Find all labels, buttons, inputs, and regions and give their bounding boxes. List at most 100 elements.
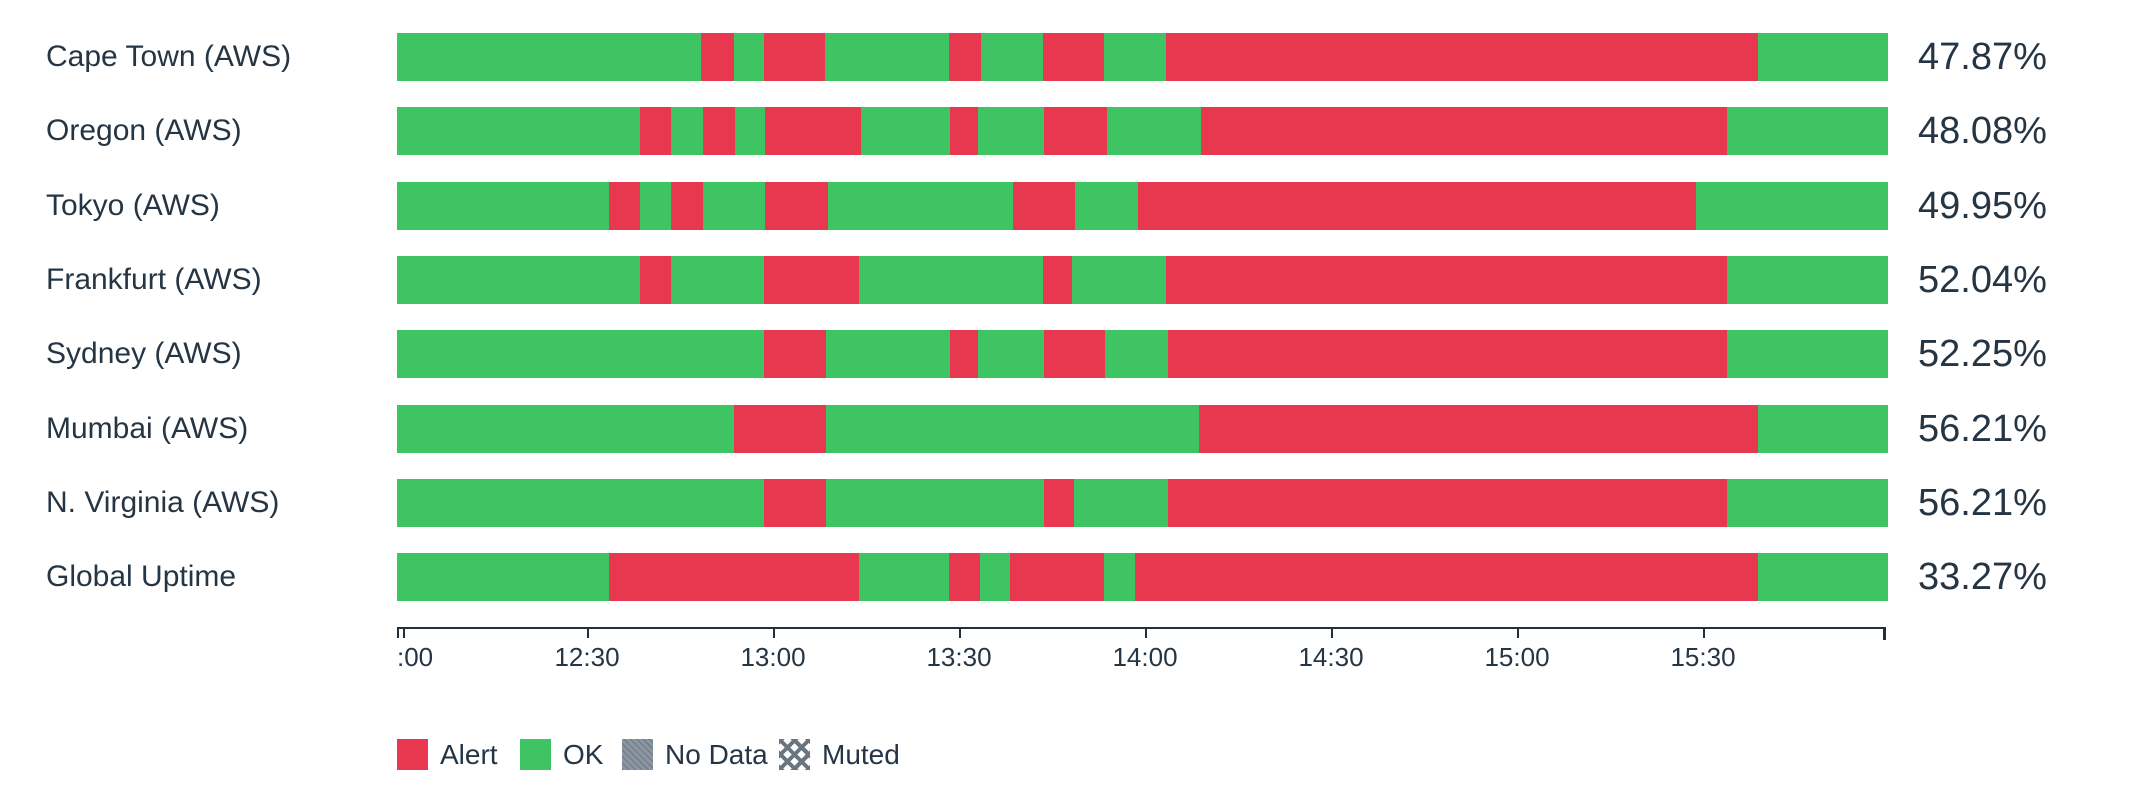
axis-tick-label: 15:30: [1670, 642, 1736, 672]
axis-tick: [773, 627, 775, 638]
status-segment-ok[interactable]: [1758, 553, 1888, 601]
status-segment-ok[interactable]: [978, 330, 1045, 378]
axis-tick: [959, 627, 961, 638]
status-segment-ok[interactable]: [671, 107, 703, 155]
status-segment-alert[interactable]: [1167, 330, 1727, 378]
status-segment-alert[interactable]: [765, 107, 861, 155]
status-segment-alert[interactable]: [640, 107, 672, 155]
status-segment-alert[interactable]: [1009, 553, 1104, 601]
uptime-value: 48.08%: [1918, 109, 2047, 152]
status-bar[interactable]: [397, 553, 1888, 601]
status-segment-alert[interactable]: [608, 182, 641, 230]
uptime-value: 52.04%: [1918, 258, 2047, 301]
status-segment-ok[interactable]: [1726, 107, 1888, 155]
legend-swatch-alert-icon: [397, 739, 428, 770]
status-segment-ok[interactable]: [1075, 182, 1138, 230]
status-bar[interactable]: [397, 182, 1888, 230]
status-segment-ok[interactable]: [1073, 479, 1168, 527]
status-segment-ok[interactable]: [1105, 330, 1168, 378]
status-segment-ok[interactable]: [979, 553, 1010, 601]
status-segment-alert[interactable]: [702, 107, 736, 155]
status-segment-alert[interactable]: [1137, 182, 1696, 230]
status-segment-ok[interactable]: [671, 256, 764, 304]
status-segment-ok[interactable]: [826, 330, 951, 378]
status-segment-ok[interactable]: [1726, 256, 1888, 304]
status-segment-alert[interactable]: [1012, 182, 1076, 230]
status-segment-ok[interactable]: [824, 33, 949, 81]
status-segment-alert[interactable]: [763, 33, 825, 81]
status-segment-ok[interactable]: [859, 553, 949, 601]
legend-label: Muted: [822, 738, 900, 770]
status-bar[interactable]: [397, 107, 1888, 155]
status-segment-ok[interactable]: [1758, 405, 1888, 453]
status-bar[interactable]: [397, 479, 1888, 527]
status-segment-ok[interactable]: [1103, 553, 1135, 601]
status-bar[interactable]: [397, 33, 1888, 81]
status-segment-alert[interactable]: [1044, 107, 1107, 155]
status-segment-alert[interactable]: [1199, 405, 1759, 453]
uptime-value: 33.27%: [1918, 555, 2047, 598]
status-segment-ok[interactable]: [397, 107, 641, 155]
status-segment-alert[interactable]: [1134, 553, 1759, 601]
status-segment-ok[interactable]: [1695, 182, 1888, 230]
status-segment-alert[interactable]: [1166, 256, 1727, 304]
status-segment-ok[interactable]: [397, 256, 641, 304]
status-segment-ok[interactable]: [860, 107, 951, 155]
status-segment-alert[interactable]: [1042, 256, 1073, 304]
status-segment-ok[interactable]: [1103, 33, 1167, 81]
status-segment-alert[interactable]: [701, 33, 734, 81]
status-segment-alert[interactable]: [763, 256, 860, 304]
status-segment-alert[interactable]: [950, 107, 979, 155]
status-segment-alert[interactable]: [948, 33, 982, 81]
status-segment-ok[interactable]: [1072, 256, 1167, 304]
status-bar[interactable]: [397, 256, 1888, 304]
status-segment-ok[interactable]: [735, 107, 766, 155]
status-segment-alert[interactable]: [1042, 33, 1104, 81]
status-segment-ok[interactable]: [702, 182, 766, 230]
row-label: N. Virginia (AWS): [46, 486, 280, 519]
status-segment-alert[interactable]: [608, 553, 860, 601]
status-segment-ok[interactable]: [1758, 33, 1888, 81]
status-segment-ok[interactable]: [827, 182, 1013, 230]
status-segment-ok[interactable]: [397, 405, 734, 453]
status-segment-alert[interactable]: [763, 479, 827, 527]
status-segment-ok[interactable]: [640, 182, 672, 230]
legend-label: Alert: [440, 738, 498, 770]
status-segment-ok[interactable]: [1726, 479, 1888, 527]
status-segment-alert[interactable]: [763, 330, 827, 378]
row-label: Sydney (AWS): [46, 337, 242, 370]
status-segment-alert[interactable]: [1167, 479, 1727, 527]
status-segment-ok[interactable]: [397, 553, 609, 601]
status-segment-alert[interactable]: [671, 182, 703, 230]
status-segment-alert[interactable]: [1044, 330, 1106, 378]
status-bar[interactable]: [397, 405, 1888, 453]
status-segment-alert[interactable]: [765, 182, 828, 230]
status-segment-alert[interactable]: [733, 405, 827, 453]
axis-tick: [587, 627, 589, 638]
status-bar[interactable]: [397, 330, 1888, 378]
axis-tick-label: 14:00: [1112, 642, 1178, 672]
status-segment-ok[interactable]: [397, 33, 702, 81]
status-segment-alert[interactable]: [1200, 107, 1727, 155]
axis-tick: [1703, 627, 1705, 638]
status-segment-ok[interactable]: [826, 479, 1045, 527]
status-segment-alert[interactable]: [1166, 33, 1759, 81]
uptime-value: 56.21%: [1918, 407, 2047, 450]
status-segment-ok[interactable]: [397, 182, 609, 230]
status-segment-ok[interactable]: [981, 33, 1043, 81]
status-segment-alert[interactable]: [948, 553, 980, 601]
status-segment-ok[interactable]: [733, 33, 764, 81]
status-segment-alert[interactable]: [640, 256, 672, 304]
axis-tick-label: 12:30: [554, 642, 620, 672]
status-segment-ok[interactable]: [397, 330, 764, 378]
status-segment-alert[interactable]: [1044, 479, 1074, 527]
status-segment-ok[interactable]: [826, 405, 1200, 453]
status-segment-alert[interactable]: [950, 330, 979, 378]
status-segment-ok[interactable]: [1726, 330, 1888, 378]
status-segment-ok[interactable]: [978, 107, 1045, 155]
status-segment-ok[interactable]: [1106, 107, 1201, 155]
uptime-value: 56.21%: [1918, 481, 2047, 524]
axis-tick-label: 13:00: [740, 642, 806, 672]
status-segment-ok[interactable]: [859, 256, 1043, 304]
status-segment-ok[interactable]: [397, 479, 764, 527]
